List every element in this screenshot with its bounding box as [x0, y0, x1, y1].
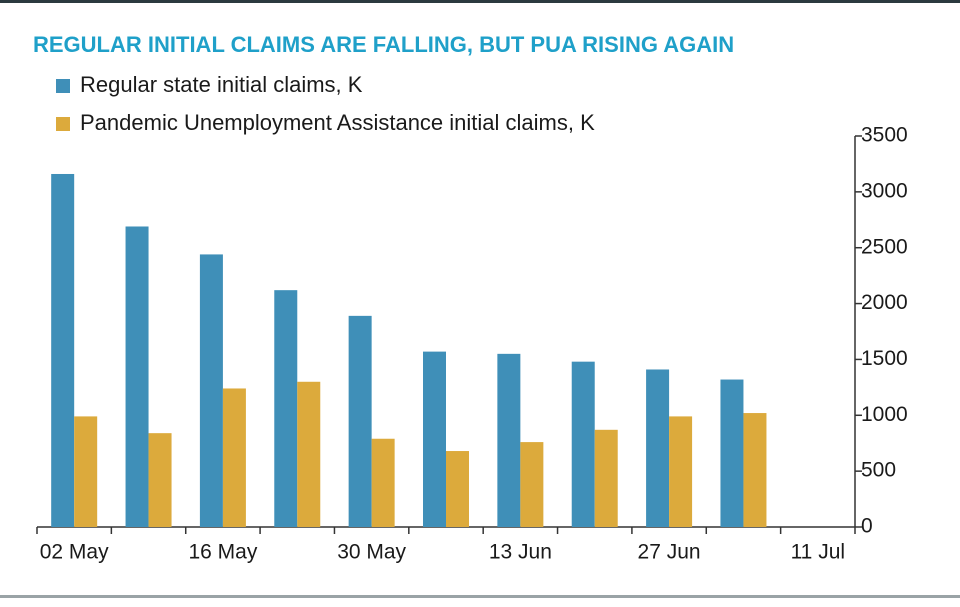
legend-label: Regular state initial claims, K [80, 72, 363, 97]
y-tick-label: 1000 [861, 403, 908, 426]
x-tick-label: 30 May [337, 541, 406, 564]
legend-label: Pandemic Unemployment Assistance initial… [80, 110, 595, 135]
bar [594, 429, 618, 527]
bar [423, 351, 446, 527]
y-tick-label: 2000 [861, 291, 908, 314]
y-tick-label: 1500 [861, 347, 908, 370]
bar [297, 381, 321, 527]
bar [720, 379, 744, 527]
x-tick-label: 02 May [40, 541, 109, 564]
bar [125, 226, 149, 527]
bar [222, 388, 246, 527]
bar [743, 413, 767, 527]
y-tick-label: 2500 [861, 235, 908, 258]
bar [51, 173, 75, 528]
legend-swatch [56, 79, 70, 93]
chart-title: REGULAR INITIAL CLAIMS ARE FALLING, BUT … [33, 32, 734, 57]
bar [74, 416, 98, 527]
bar [199, 254, 223, 527]
bar [446, 451, 469, 527]
bar [520, 442, 544, 527]
y-tick-label: 3500 [861, 124, 908, 147]
x-tick-label: 13 Jun [489, 541, 552, 564]
bar [371, 438, 395, 527]
x-tick-label: 11 Jul [791, 541, 845, 564]
y-tick-label: 3000 [861, 179, 908, 202]
y-tick-label: 500 [861, 459, 896, 482]
x-tick-label: 16 May [188, 541, 257, 564]
bar [669, 416, 693, 527]
legend-swatch [56, 117, 70, 131]
x-tick-label: 27 Jun [638, 541, 701, 564]
y-tick-label: 0 [861, 515, 873, 538]
bar [148, 433, 172, 527]
bar [348, 315, 372, 527]
bar [646, 369, 670, 527]
bar [571, 361, 595, 527]
bar [274, 290, 298, 527]
top-rule [0, 0, 960, 3]
bar [497, 353, 521, 527]
bottom-rule [0, 595, 960, 598]
